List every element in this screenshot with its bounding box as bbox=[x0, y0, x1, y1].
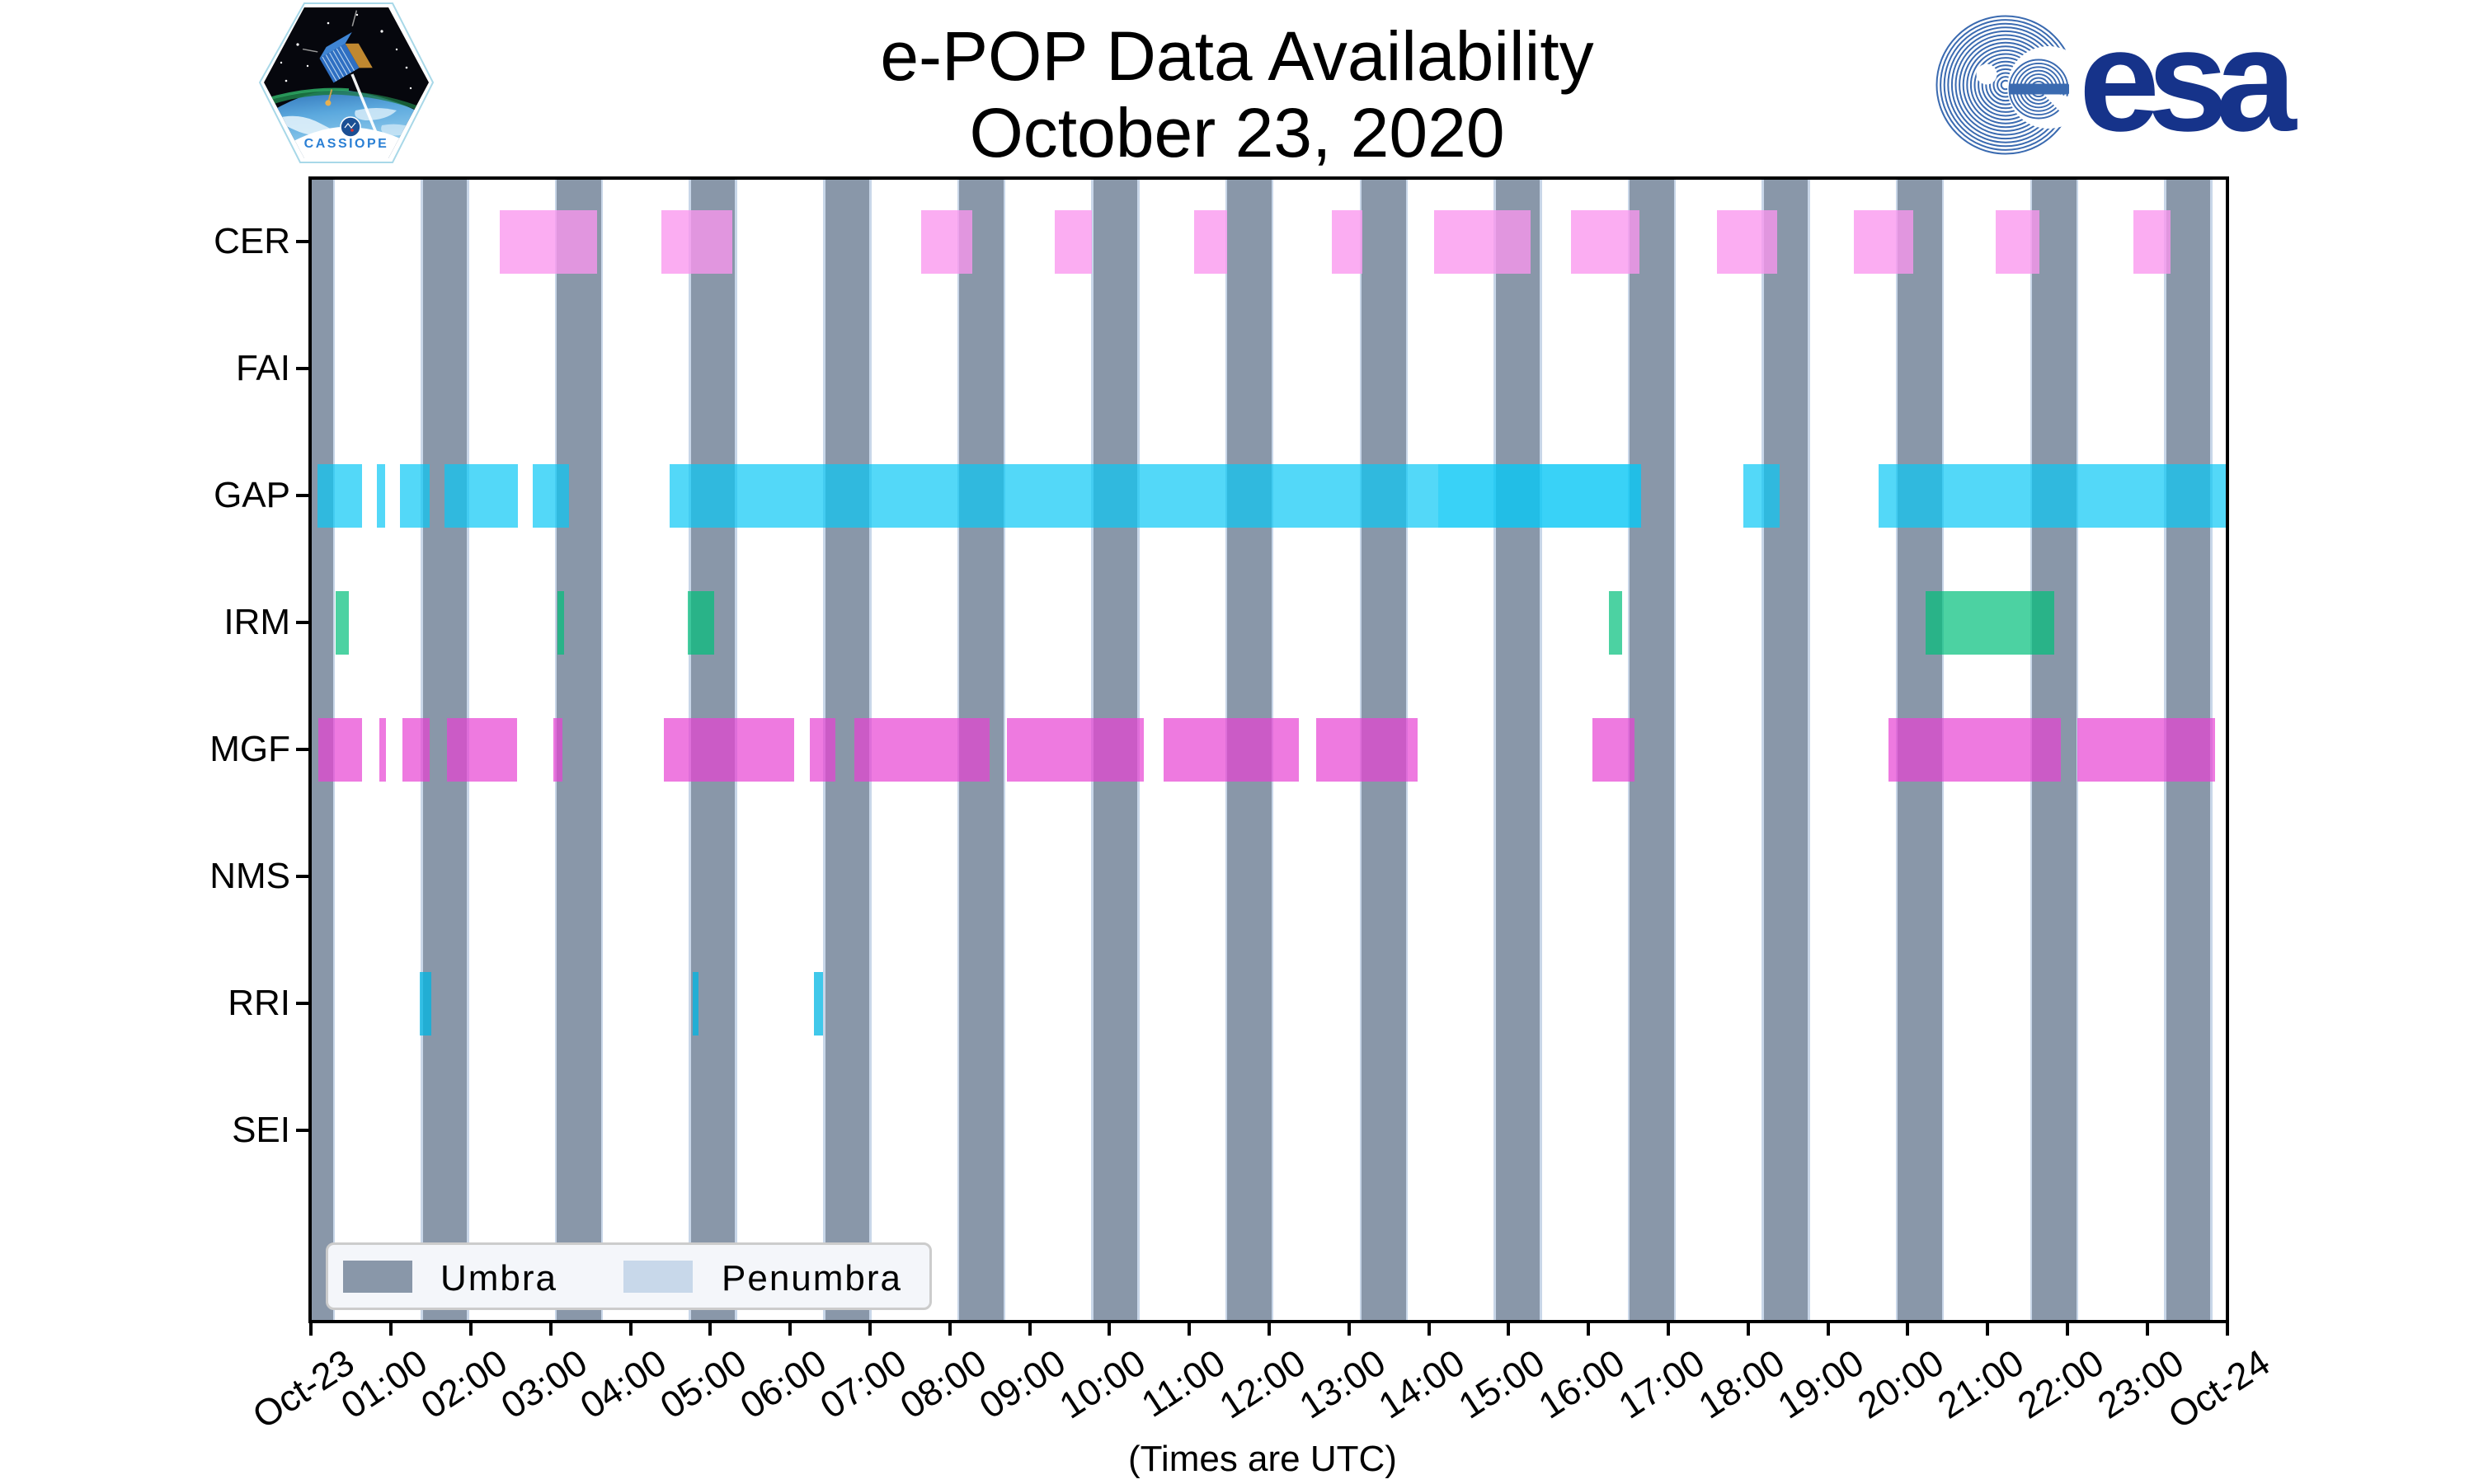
svg-text:CASSIOPE: CASSIOPE bbox=[304, 137, 389, 151]
svg-text:esa: esa bbox=[2079, 8, 2298, 162]
